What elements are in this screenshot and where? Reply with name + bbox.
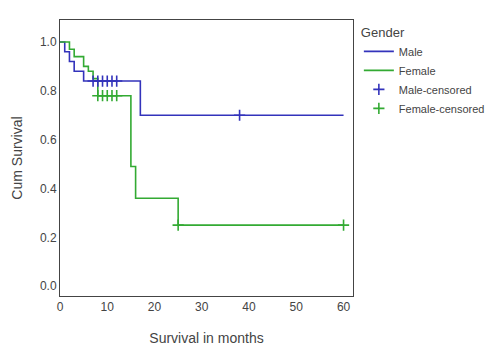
svg-text:0.6: 0.6 — [40, 133, 57, 147]
svg-text:0.0: 0.0 — [40, 279, 57, 293]
svg-text:40: 40 — [242, 300, 256, 314]
svg-text:30: 30 — [195, 300, 209, 314]
svg-text:Male: Male — [399, 46, 423, 58]
svg-text:Survival in months: Survival in months — [149, 330, 263, 346]
svg-text:Cum Survival: Cum Survival — [9, 116, 25, 199]
svg-text:Female-censored: Female-censored — [399, 103, 485, 115]
svg-text:1.0: 1.0 — [40, 35, 57, 49]
svg-text:0.4: 0.4 — [40, 182, 57, 196]
svg-text:20: 20 — [148, 300, 162, 314]
svg-text:0: 0 — [57, 300, 64, 314]
svg-text:60: 60 — [337, 300, 351, 314]
svg-text:50: 50 — [290, 300, 304, 314]
svg-text:Male-censored: Male-censored — [399, 84, 472, 96]
svg-text:0.2: 0.2 — [40, 231, 57, 245]
svg-text:10: 10 — [101, 300, 115, 314]
svg-text:Gender: Gender — [361, 25, 405, 40]
svg-text:Female: Female — [399, 65, 436, 77]
svg-text:0.8: 0.8 — [40, 84, 57, 98]
